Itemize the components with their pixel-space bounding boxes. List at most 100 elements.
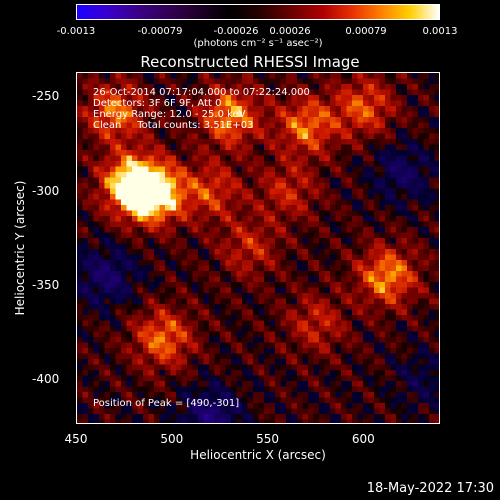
heatmap-cell (352, 216, 358, 222)
heatmap-cell (379, 370, 386, 376)
heatmap-cell (368, 298, 375, 305)
heatmap-cell (374, 414, 380, 420)
heatmap-cell (264, 144, 270, 151)
heatmap-cell (137, 342, 144, 349)
heatmap-cell (412, 177, 419, 184)
heatmap-cell (396, 183, 402, 189)
heatmap-cell (231, 326, 237, 332)
heatmap-cell (170, 375, 177, 382)
heatmap-cell (401, 73, 408, 79)
colorbar (76, 4, 440, 20)
heatmap-cell (346, 375, 353, 382)
heatmap-cell (341, 238, 347, 244)
heatmap-cell (132, 117, 138, 123)
heatmap-cell (143, 414, 149, 420)
heatmap-cell (115, 161, 122, 167)
heatmap-cell (302, 155, 309, 162)
heatmap-cell (401, 353, 408, 360)
heatmap-cell (214, 89, 221, 96)
heatmap-cell (110, 128, 116, 134)
heatmap-cell (104, 194, 111, 200)
heatmap-cell (341, 106, 347, 112)
heatmap-cell (258, 150, 265, 156)
heatmap-cell (225, 106, 232, 112)
heatmap-cell (176, 287, 182, 294)
heatmap-cell (115, 243, 122, 250)
heatmap-cell (330, 144, 336, 151)
heatmap-cell (143, 381, 149, 387)
heatmap-cell (137, 298, 144, 305)
heatmap-cell (429, 375, 435, 382)
heatmap-cell (110, 205, 116, 211)
heatmap-cell (291, 111, 298, 118)
heatmap-cell (308, 331, 314, 338)
heatmap-cell (368, 254, 375, 261)
heatmap-cell (396, 194, 402, 200)
heatmap-cell (159, 172, 166, 178)
x-tick-label: 450 (64, 432, 88, 446)
heatmap-cell (269, 254, 276, 261)
heatmap-cell (143, 205, 149, 211)
heatmap-cell (390, 304, 397, 310)
heatmap-cell (242, 100, 248, 107)
heatmap-cell (324, 298, 331, 305)
heatmap-cell (297, 89, 303, 96)
heatmap-cell (423, 326, 430, 332)
heatmap-cell (412, 254, 419, 261)
heatmap-cell (385, 392, 391, 398)
heatmap-cell (291, 139, 298, 145)
heatmap-cell (181, 386, 188, 393)
heatmap-cell (346, 122, 353, 129)
heatmap-cell (198, 95, 204, 101)
heatmap-cell (385, 188, 391, 195)
heatmap-cell (412, 144, 419, 151)
heatmap-cell (280, 353, 287, 360)
heatmap-cell (341, 353, 347, 360)
heatmap-cell (126, 205, 133, 211)
heatmap-cell (225, 194, 232, 200)
heatmap-cell (159, 238, 166, 244)
heatmap-cell (137, 287, 144, 294)
heatmap-cell (396, 150, 402, 156)
heatmap-cell (77, 326, 83, 332)
heatmap-cell (396, 260, 402, 266)
heatmap-cell (319, 315, 325, 321)
heatmap-cell (269, 78, 276, 85)
heatmap-cell (121, 133, 127, 140)
heatmap-cell (313, 133, 320, 140)
heatmap-cell (165, 282, 171, 288)
heatmap-cell (352, 408, 358, 415)
heatmap-cell (165, 95, 171, 101)
heatmap-cell (286, 89, 292, 96)
heatmap-cell (121, 122, 127, 129)
heatmap-cell (225, 73, 232, 79)
heatmap-cell (341, 210, 347, 217)
heatmap-cell (291, 155, 298, 162)
heatmap-cell (192, 122, 199, 129)
heatmap-cell (280, 122, 287, 129)
heatmap-cell (434, 188, 439, 195)
heatmap-cell (126, 331, 133, 338)
heatmap-cell (242, 342, 248, 349)
heatmap-cell (418, 326, 424, 332)
heatmap-cell (418, 161, 424, 167)
heatmap-cell (154, 298, 160, 305)
heatmap-cell (110, 243, 116, 250)
heatmap-cell (93, 320, 100, 327)
heatmap-cell (313, 106, 320, 112)
heatmap-cell (423, 155, 430, 162)
heatmap-cell (341, 298, 347, 305)
heatmap-cell (236, 386, 243, 393)
heatmap-cell (341, 84, 347, 90)
heatmap-cell (148, 89, 155, 96)
heatmap-cell (275, 194, 281, 200)
heatmap-cell (104, 370, 111, 376)
heatmap-cell (198, 133, 204, 140)
heatmap-cell (280, 337, 287, 343)
heatmap-cell (423, 238, 430, 244)
heatmap-cell (418, 419, 424, 423)
heatmap-cell (159, 221, 166, 228)
heatmap-cell (88, 238, 94, 244)
heatmap-cell (192, 342, 199, 349)
heatmap-cell (313, 73, 320, 79)
